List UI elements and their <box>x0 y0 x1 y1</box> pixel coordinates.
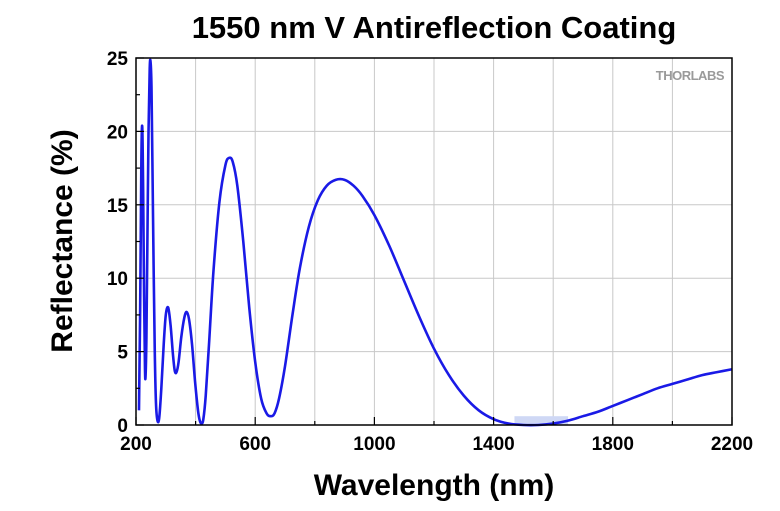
x-tick-label: 600 <box>239 434 271 455</box>
y-tick-label: 10 <box>107 269 128 290</box>
reflectance-series-line <box>137 58 733 427</box>
y-tick-label: 15 <box>107 196 129 217</box>
thorlabs-watermark: THORLABS <box>656 68 725 83</box>
y-tick-label: 0 <box>117 416 128 437</box>
y-tick-labels: 0 5 10 15 20 25 <box>107 49 129 437</box>
chart-title: 1550 nm V Antireflection Coating <box>192 10 677 45</box>
y-tick-label: 5 <box>117 343 128 364</box>
y-tick-label: 20 <box>107 122 128 143</box>
axis-ticks <box>135 57 733 426</box>
y-axis-title: Reflectance (%) <box>46 129 79 352</box>
x-tick-label: 1400 <box>472 434 514 455</box>
x-axis-title: Wavelength (nm) <box>314 469 555 502</box>
x-tick-labels: 200 600 1000 1400 1800 2200 <box>120 434 753 455</box>
highlight-band <box>514 416 569 425</box>
x-tick-label: 1000 <box>353 434 395 455</box>
y-tick-label: 25 <box>107 49 129 70</box>
x-tick-label: 1800 <box>592 434 634 455</box>
x-tick-label: 200 <box>120 434 152 455</box>
grid <box>135 57 733 426</box>
x-tick-label: 2200 <box>711 434 753 455</box>
